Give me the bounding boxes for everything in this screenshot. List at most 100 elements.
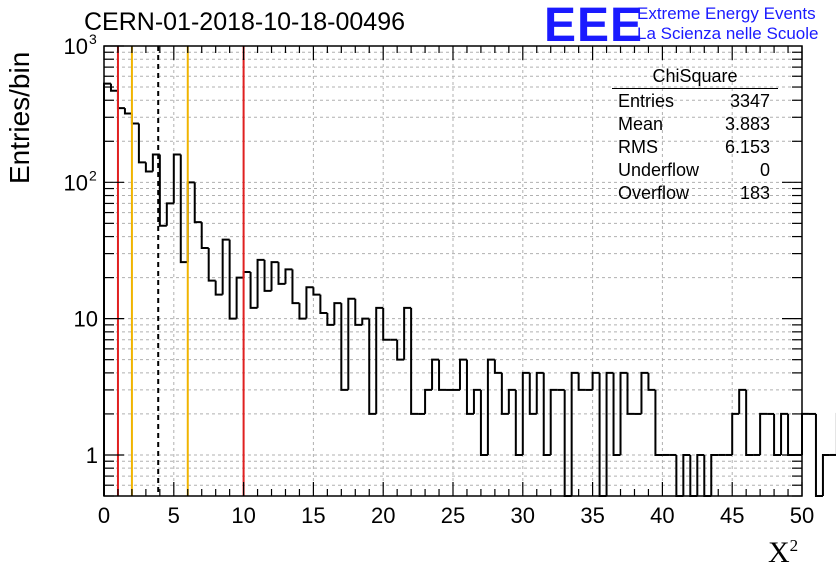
histogram-bin bbox=[123, 108, 132, 115]
stats-row: Mean 3.883 bbox=[612, 113, 778, 136]
histogram-bin bbox=[682, 453, 691, 496]
stats-value: 3.883 bbox=[724, 114, 770, 134]
histogram-bin bbox=[549, 388, 558, 455]
histogram-bin bbox=[619, 371, 628, 455]
chart-title: CERN-01-2018-10-18-00496 bbox=[84, 8, 406, 36]
histogram-bin bbox=[368, 318, 377, 415]
histogram-bin bbox=[570, 371, 579, 496]
stats-row: Overflow 183 bbox=[612, 182, 778, 205]
histogram-bin bbox=[284, 268, 293, 284]
x-tick-label: 35 bbox=[580, 503, 604, 528]
x-tick-label: 0 bbox=[98, 503, 110, 528]
histogram-bin bbox=[354, 298, 363, 326]
x-tick-label: 15 bbox=[301, 503, 325, 528]
x-axis-ticks: 0 5 10 15 20 25 30 35 40 45 50 bbox=[98, 46, 814, 528]
stats-value: 3347 bbox=[729, 91, 770, 111]
histogram-bin bbox=[137, 123, 146, 164]
histogram-bin bbox=[340, 303, 349, 391]
histogram-bin bbox=[256, 258, 265, 308]
histogram-bin bbox=[612, 372, 621, 456]
histogram-bin bbox=[347, 297, 356, 390]
stats-row: RMS 6.153 bbox=[612, 136, 778, 159]
y-tick-label: 10 bbox=[64, 34, 88, 59]
histogram-bin bbox=[214, 280, 223, 296]
x-axis-label: Χ2 bbox=[768, 536, 798, 570]
logo-subtitle-2: La Scienza nelle Scuole bbox=[637, 24, 819, 43]
reference-lines bbox=[116, 46, 245, 496]
histogram-bin bbox=[759, 412, 768, 455]
stats-title: ChiSquare bbox=[612, 66, 778, 89]
histogram-bin bbox=[305, 286, 314, 319]
x-tick-label: 40 bbox=[650, 503, 674, 528]
histogram-bin bbox=[235, 276, 244, 319]
histogram-bin bbox=[821, 453, 830, 496]
logo-subtitle-1: Extreme Energy Events bbox=[637, 4, 816, 23]
histogram-bin bbox=[263, 259, 272, 292]
histogram-bin bbox=[312, 287, 321, 296]
y-tick-label: 10 bbox=[74, 307, 98, 332]
histogram-bin bbox=[200, 222, 209, 249]
histogram-bin bbox=[207, 247, 216, 282]
histogram-bin bbox=[528, 372, 537, 415]
histogram-bin bbox=[242, 270, 251, 278]
histogram-bin bbox=[535, 371, 544, 414]
logo-text: EEE bbox=[544, 0, 644, 52]
histogram-bin bbox=[647, 372, 656, 391]
histogram-bin bbox=[193, 182, 202, 224]
histogram-bin bbox=[228, 239, 237, 320]
stats-label: Overflow bbox=[618, 183, 690, 203]
histogram-bin bbox=[458, 358, 467, 390]
x-tick-label: 50 bbox=[790, 503, 814, 528]
histogram-bin bbox=[591, 371, 600, 390]
histogram-bin bbox=[396, 339, 405, 361]
stats-label: Entries bbox=[618, 91, 675, 111]
y-tick-exponent: 3 bbox=[89, 31, 97, 47]
x-tick-label: 30 bbox=[511, 503, 535, 528]
stats-box: ChiSquare Entries 3347 Mean 3.883 RMS 6.153… bbox=[612, 66, 778, 205]
histogram-bin bbox=[738, 388, 747, 414]
histogram-bin bbox=[130, 113, 139, 125]
histogram-bin bbox=[745, 389, 754, 456]
histogram-bin bbox=[319, 294, 328, 314]
histogram-bin bbox=[431, 358, 440, 390]
stats-value: 6.153 bbox=[724, 137, 770, 157]
histogram-bin bbox=[186, 181, 195, 263]
histogram-bin bbox=[598, 372, 607, 497]
histogram-bin bbox=[403, 306, 412, 360]
histogram-bin bbox=[249, 271, 258, 309]
stats-row: Underflow 0 bbox=[612, 159, 778, 182]
histogram-bin bbox=[333, 302, 342, 325]
x-tick-label: 5 bbox=[168, 503, 180, 528]
histogram-bin bbox=[158, 154, 167, 227]
histogram-bin bbox=[696, 453, 705, 496]
histogram-bin bbox=[773, 413, 782, 456]
histogram-bin bbox=[710, 453, 719, 496]
histogram-bin bbox=[640, 371, 649, 414]
histogram-bin bbox=[270, 261, 279, 291]
stats-row: Entries 3347 bbox=[612, 90, 778, 113]
stats-label: Mean bbox=[618, 114, 664, 134]
x-tick-label: 10 bbox=[231, 503, 255, 528]
histogram-bin bbox=[472, 388, 481, 414]
histogram-bin bbox=[179, 154, 188, 264]
histogram-bin bbox=[221, 238, 230, 295]
histogram-bin bbox=[410, 307, 419, 415]
x-axis-label-superscript: 2 bbox=[789, 536, 799, 555]
histogram-bin bbox=[116, 90, 125, 110]
stats-value: 183 bbox=[739, 183, 770, 203]
eee-logo: EEE bbox=[544, 2, 643, 50]
histogram-bin bbox=[626, 372, 635, 415]
histogram-bin bbox=[424, 388, 433, 414]
x-tick-label: 25 bbox=[441, 503, 465, 528]
histogram-bin bbox=[382, 307, 391, 341]
histogram-bin bbox=[577, 372, 586, 391]
y-tick-label: 10 bbox=[64, 170, 88, 195]
histogram-bin bbox=[465, 359, 474, 415]
histogram-bin bbox=[277, 262, 286, 285]
histogram-bin bbox=[605, 371, 614, 496]
histogram-bin bbox=[500, 372, 509, 415]
histogram-bin bbox=[542, 372, 551, 456]
histogram-bin bbox=[787, 413, 796, 456]
